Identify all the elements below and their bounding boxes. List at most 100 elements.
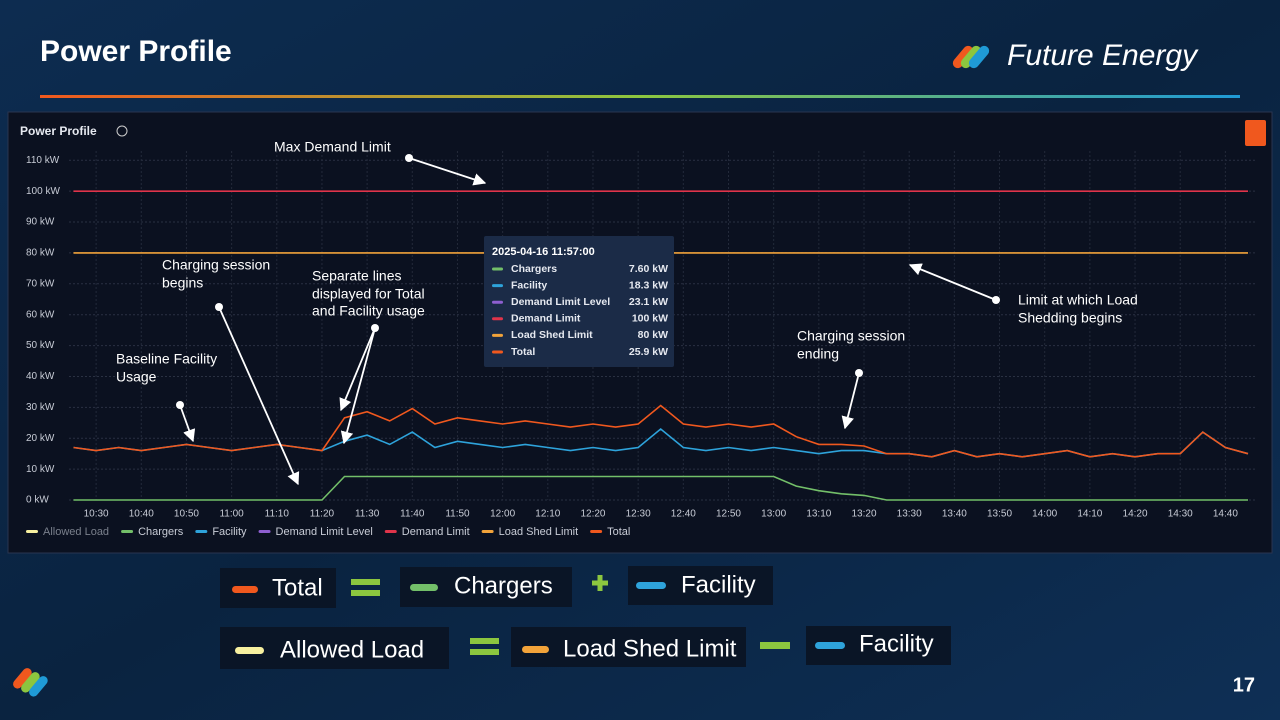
- term: Chargers: [454, 572, 553, 599]
- tooltip-swatch: [492, 350, 503, 354]
- header-rule: [40, 95, 1240, 98]
- legend-swatch: [384, 530, 397, 533]
- series-line: [73, 475, 1248, 501]
- y-tick-label: 100 kW: [26, 186, 60, 197]
- legend-swatch: [481, 530, 494, 533]
- annotation: ending: [797, 346, 839, 362]
- y-tick-label: 90 kW: [26, 217, 55, 228]
- tooltip-value: 25.9 kW: [629, 346, 668, 358]
- annotation: Shedding begins: [1018, 310, 1122, 326]
- term-icon: [235, 647, 264, 654]
- y-tick-label: 30 kW: [26, 402, 55, 413]
- term-icon: [232, 586, 258, 593]
- arrow: [340, 327, 376, 445]
- x-tick-label: 14:40: [1213, 509, 1238, 520]
- equals: [351, 579, 380, 585]
- y-tick-label: 80 kW: [26, 248, 55, 259]
- tooltip-value: 7.60 kW: [629, 263, 668, 275]
- x-tick-label: 13:30: [897, 509, 922, 520]
- x-tick-label: 13:50: [987, 509, 1012, 520]
- tooltip-name: Demand Limit: [511, 313, 581, 325]
- term-icon: [410, 584, 438, 591]
- y-tick-label: 40 kW: [26, 371, 55, 382]
- annotation: Limit at which Load: [1018, 292, 1138, 308]
- annotation: Charging session: [162, 257, 270, 273]
- x-tick-label: 14:00: [1032, 509, 1057, 520]
- equation: Total Chargers Facility: [220, 566, 773, 608]
- annotations: [176, 154, 1000, 486]
- x-tick-label: 11:10: [265, 509, 290, 520]
- legend-swatch: [258, 530, 271, 533]
- legend-swatch: [590, 530, 603, 533]
- panel-menu[interactable]: [1245, 120, 1266, 146]
- x-tick-label: 14:10: [1077, 509, 1102, 520]
- tooltip-value: 23.1 kW: [629, 296, 668, 308]
- tooltip-swatch: [492, 284, 503, 288]
- arrow: [408, 157, 487, 186]
- x-tick-label: 14:30: [1168, 509, 1193, 520]
- slide-title: Power Profile: [40, 35, 232, 68]
- x-tick-label: 10:40: [129, 509, 154, 520]
- term-icon: [815, 642, 845, 649]
- tooltip-title: 2025-04-16 11:57:00: [492, 246, 595, 258]
- tooltip-swatch: [492, 267, 503, 271]
- x-tick-label: 11:40: [400, 509, 425, 520]
- x-tick-label: 11:30: [355, 509, 380, 520]
- arrow: [179, 404, 196, 443]
- y-tick-label: 70 kW: [26, 278, 55, 289]
- tooltip: 2025-04-16 11:57:00 Chargers 7.60 kW Facil…: [484, 236, 674, 367]
- y-tick-label: 20 kW: [26, 433, 55, 444]
- term: Facility: [859, 630, 934, 657]
- equals: [351, 590, 380, 596]
- x-tick-label: 13:10: [806, 509, 831, 520]
- term-icon: [522, 646, 549, 653]
- annotation: and Facility usage: [312, 303, 425, 319]
- term: Total: [272, 574, 323, 601]
- tooltip-name: Chargers: [511, 263, 557, 275]
- footer-logo: [13, 668, 48, 697]
- y-tick-label: 110 kW: [26, 155, 60, 166]
- y-tick-label: 0 kW: [26, 495, 49, 506]
- tooltip-swatch: [492, 300, 503, 304]
- plus: [592, 575, 608, 591]
- term: Facility: [681, 571, 756, 598]
- legend-label: Allowed Load: [43, 526, 109, 538]
- equation: Allowed Load Load Shed Limit Facility: [220, 626, 951, 669]
- tooltip-swatch: [492, 333, 503, 337]
- x-tick-label: 11:20: [310, 509, 335, 520]
- info-icon[interactable]: [116, 125, 128, 137]
- annotation: Max Demand Limit: [274, 139, 391, 155]
- minus: [760, 642, 790, 649]
- tooltip-value: 100 kW: [632, 313, 668, 325]
- annotation: Usage: [116, 369, 157, 385]
- x-tick-label: 13:20: [851, 509, 876, 520]
- tooltip-box: [484, 236, 674, 367]
- legend-swatch: [121, 530, 134, 533]
- legend-swatch: [26, 530, 38, 533]
- term: Load Shed Limit: [563, 635, 737, 662]
- tooltip-name: Demand Limit Level: [511, 296, 610, 308]
- x-tick-label: 13:00: [761, 509, 786, 520]
- x-tick-label: 12:10: [535, 509, 560, 520]
- equals: [470, 638, 499, 644]
- annotation: displayed for Total: [312, 286, 425, 302]
- tooltip-name: Total: [511, 346, 535, 358]
- x-tick-label: 13:40: [942, 509, 967, 520]
- arrow: [841, 372, 860, 430]
- y-tick-label: 60 kW: [26, 309, 55, 320]
- arrow: [908, 263, 997, 301]
- x-tick-label: 10:50: [174, 509, 199, 520]
- tooltip-value: 80 kW: [638, 329, 668, 341]
- annotation: Charging session: [797, 328, 905, 344]
- legend-label: Load Shed Limit: [499, 526, 579, 538]
- x-tick-label: 12:20: [580, 509, 605, 520]
- legend-label: Demand Limit Level: [276, 526, 373, 538]
- legend-label: Facility: [212, 526, 247, 538]
- legend-label: Chargers: [138, 526, 184, 538]
- annotation: begins: [162, 275, 203, 291]
- tooltip-name: Load Shed Limit: [511, 329, 593, 341]
- term: Allowed Load: [280, 636, 424, 663]
- panel-title: Power Profile: [20, 124, 97, 138]
- series-line: [73, 404, 1249, 458]
